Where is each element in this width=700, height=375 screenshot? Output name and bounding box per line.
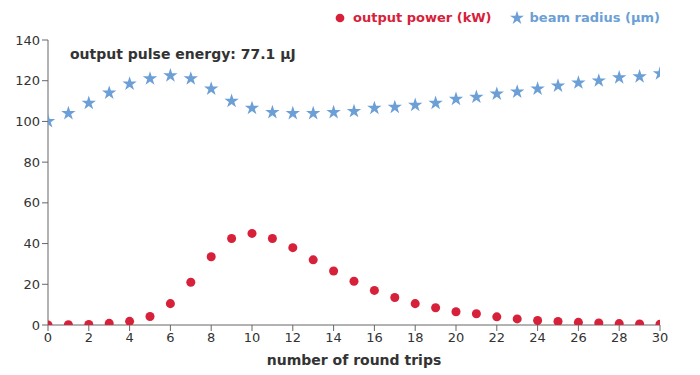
svg-text:30: 30 [652,330,669,345]
svg-text:40: 40 [23,236,40,251]
svg-text:26: 26 [570,330,587,345]
svg-text:80: 80 [23,155,40,170]
svg-text:number of round trips: number of round trips [267,352,442,368]
svg-text:8: 8 [207,330,215,345]
svg-text:120: 120 [15,73,40,88]
svg-text:2: 2 [85,330,93,345]
svg-text:28: 28 [611,330,628,345]
svg-text:16: 16 [366,330,383,345]
svg-text:24: 24 [529,330,546,345]
svg-text:140: 140 [15,33,40,48]
svg-text:14: 14 [325,330,342,345]
svg-text:10: 10 [244,330,261,345]
svg-text:18: 18 [407,330,424,345]
html-text:output power (kW): output power (kW) [353,10,492,25]
html-text:beam radius (μm): beam radius (μm) [529,10,660,25]
svg-text:0: 0 [32,318,40,333]
svg-text:20: 20 [23,277,40,292]
svg-text:22: 22 [489,330,506,345]
svg-text:60: 60 [23,195,40,210]
svg-text:4: 4 [125,330,133,345]
svg-text:20: 20 [448,330,465,345]
svg-text:0: 0 [44,330,52,345]
svg-text:100: 100 [15,114,40,129]
svg-text:6: 6 [166,330,174,345]
html-text:output pulse energy: 77.1 μJ: output pulse energy: 77.1 μJ [70,46,296,62]
svg-text:12: 12 [285,330,302,345]
